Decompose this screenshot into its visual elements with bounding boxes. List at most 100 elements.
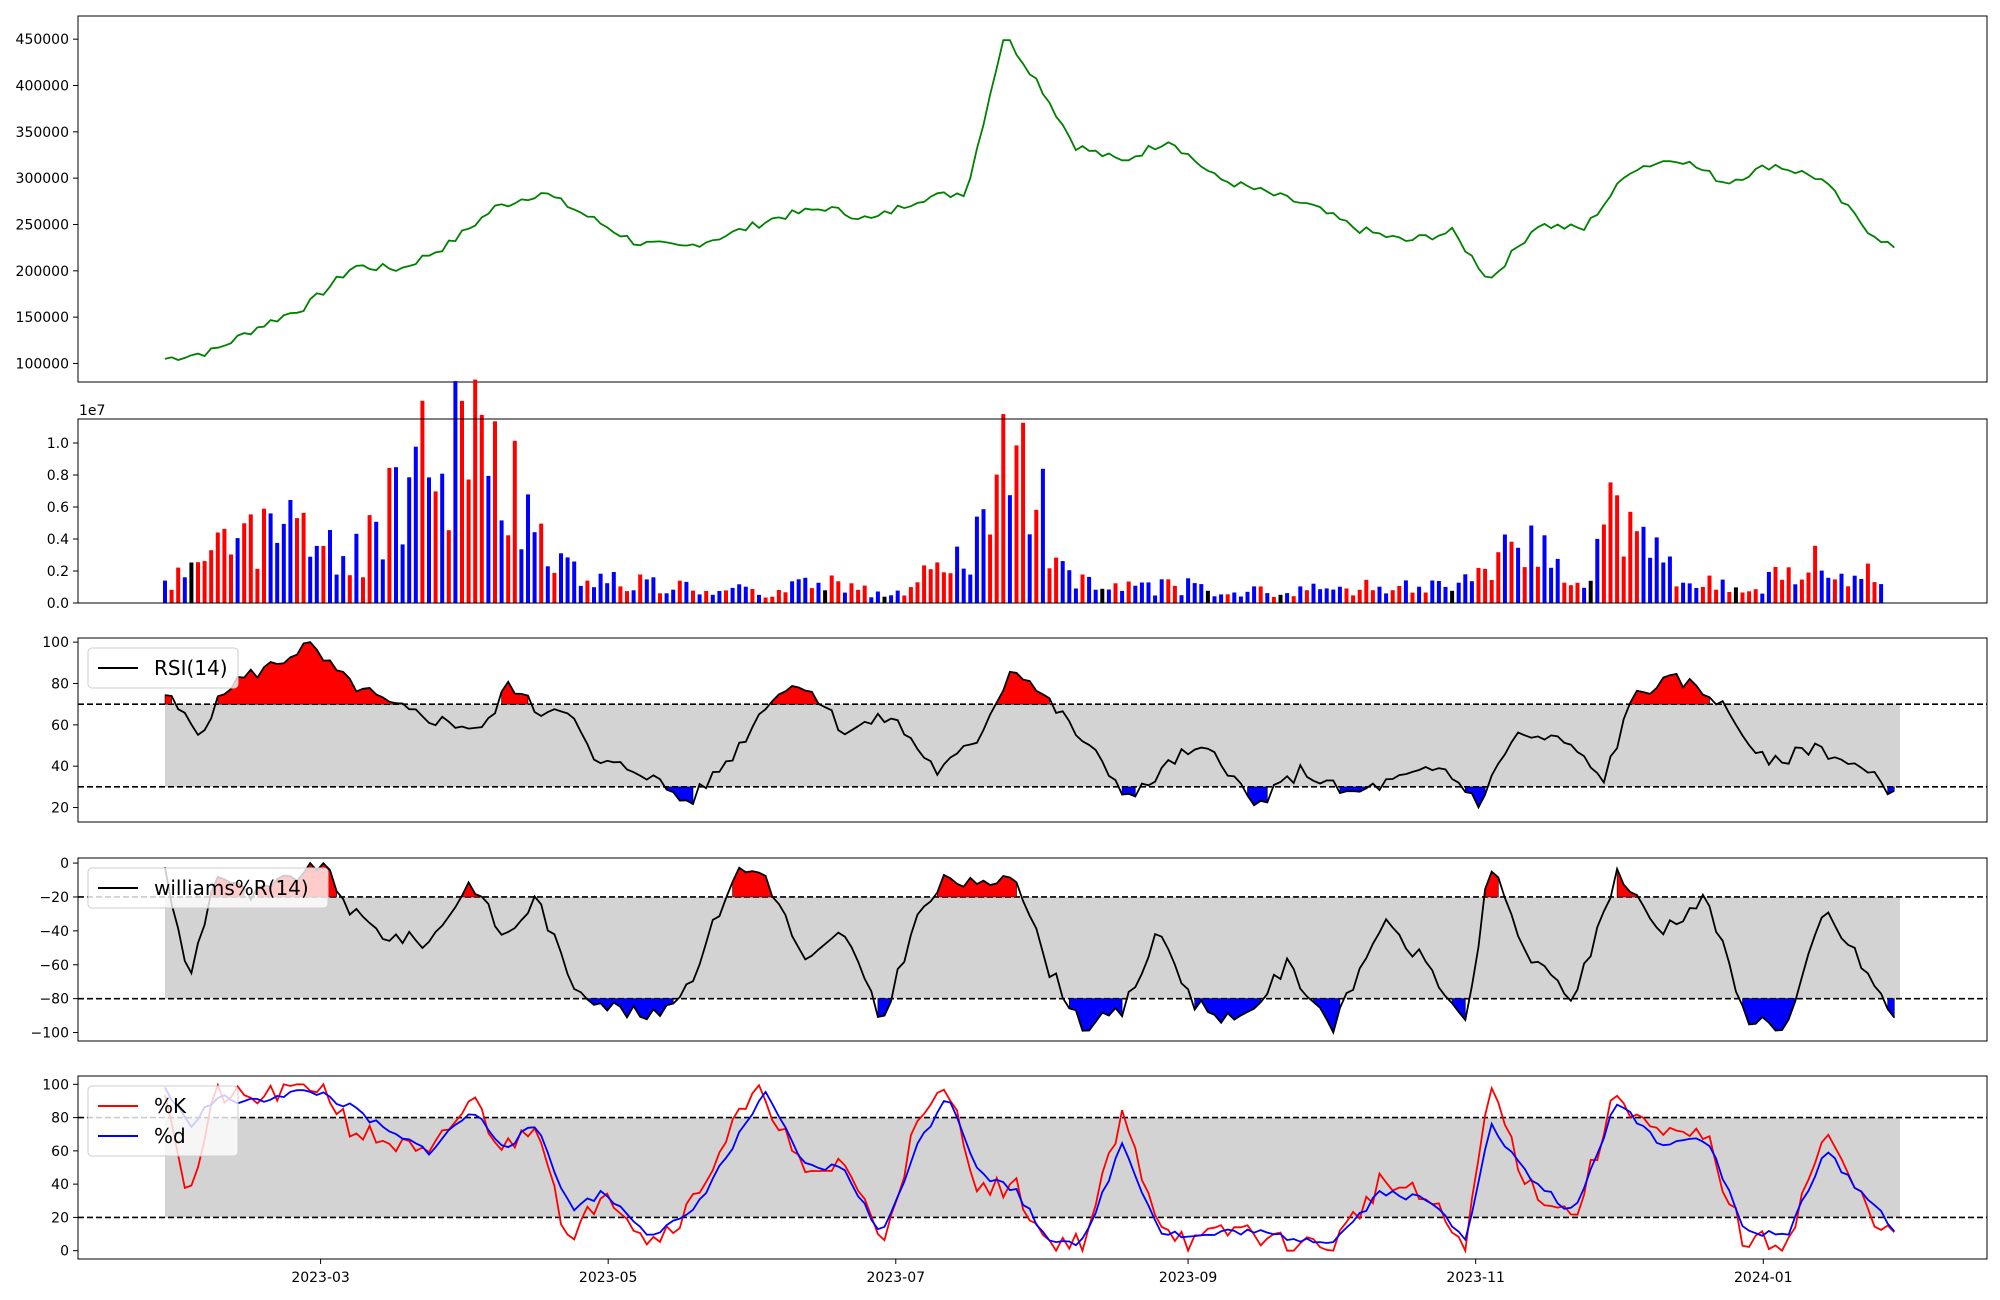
stoch-legend-box — [87, 1085, 239, 1157]
volume-bar — [1740, 592, 1745, 603]
volume-bar — [1786, 567, 1791, 603]
volume-bar — [1839, 573, 1844, 603]
volume-bar — [1106, 589, 1111, 603]
volume-bar — [664, 593, 669, 603]
volume-bar — [743, 586, 748, 603]
volume-bar — [1852, 575, 1857, 603]
volume-bar — [163, 580, 167, 603]
volume-bar — [902, 595, 907, 603]
volume-bar — [1826, 577, 1831, 603]
volume-bar — [552, 572, 557, 603]
stoch-ytick-label: 80 — [51, 1111, 69, 1127]
volume-bar — [1588, 580, 1593, 603]
volume-bar — [1390, 590, 1395, 603]
volume-bar — [1819, 570, 1824, 603]
volume-bar — [1054, 557, 1059, 603]
volume-bar — [776, 590, 781, 603]
volume-bar — [737, 584, 742, 603]
volume-bar — [493, 421, 497, 603]
rsi-ytick-label: 20 — [51, 801, 69, 817]
volume-bar — [935, 562, 940, 603]
volume-bar — [1139, 582, 1144, 603]
volume-axes-frame — [77, 418, 1988, 604]
volume-bar — [347, 575, 352, 603]
volume-bar — [1700, 587, 1705, 603]
volume-bar — [572, 561, 577, 603]
volume-bar — [1087, 576, 1092, 603]
volume-bar — [1641, 526, 1646, 603]
volume-bar — [849, 583, 854, 603]
volume-bar — [875, 591, 880, 603]
volume-bar — [1549, 567, 1554, 603]
volume-bar — [235, 538, 240, 603]
volume-bar — [1535, 566, 1540, 603]
volume-bar — [1628, 511, 1633, 603]
volume-bar — [539, 523, 544, 603]
volume-bar — [380, 559, 385, 603]
volume-bar — [453, 381, 458, 603]
volume-bar — [1859, 579, 1864, 603]
volume-bar — [638, 574, 643, 603]
rsi-ytick-label: 80 — [51, 676, 69, 692]
volume-bar — [275, 542, 280, 603]
price-ytick-label: 250000 — [16, 217, 69, 233]
volume-bar — [1080, 574, 1085, 603]
volume-bar — [1582, 587, 1587, 603]
williams-neutral-band — [165, 896, 1900, 999]
volume-bar — [1027, 534, 1032, 603]
rsi-ytick-label: 100 — [42, 635, 69, 651]
stoch-k-line — [164, 1082, 1895, 1254]
volume-bar — [836, 581, 841, 603]
volume-bar — [1502, 534, 1507, 603]
volume-bar — [1271, 596, 1276, 603]
volume-bar — [268, 513, 273, 603]
volume-bar — [592, 587, 596, 603]
stoch-neutral-band — [165, 1117, 1900, 1218]
volume-bar — [1476, 567, 1481, 603]
williams-legend-label: williams%R(14) — [154, 876, 309, 900]
volume-bar — [1146, 582, 1151, 603]
volume-bar — [1344, 588, 1349, 603]
volume-bar — [1879, 584, 1884, 603]
volume-bar — [1516, 547, 1521, 603]
volume-bar — [1780, 579, 1785, 603]
volume-bar — [1595, 538, 1600, 603]
volume-bar — [611, 572, 616, 603]
volume-bar — [374, 521, 379, 603]
volume-bar — [658, 593, 662, 603]
volume-bar — [598, 573, 603, 603]
volume-bar — [862, 585, 867, 603]
volume-bar — [526, 494, 530, 603]
volume-bar — [281, 523, 286, 603]
volume-bar — [400, 544, 405, 603]
volume-bar — [308, 556, 313, 603]
volume-bar — [1377, 586, 1382, 603]
volume-bar — [354, 533, 359, 603]
volume-bar — [367, 515, 372, 603]
volume-bar — [1714, 589, 1719, 603]
volume-bar — [559, 553, 563, 603]
volume-bar — [176, 567, 181, 603]
volume-bar — [189, 562, 194, 603]
stoch-legend-label: %K — [154, 1094, 187, 1118]
volume-bar — [1872, 582, 1877, 603]
volume-bar — [1337, 586, 1342, 603]
volume-bar — [512, 440, 517, 603]
x-tick-label: 2023-07 — [867, 1270, 926, 1286]
volume-bar — [790, 581, 795, 603]
rsi-legend-label: RSI(14) — [154, 656, 228, 680]
volume-bar — [770, 596, 775, 603]
volume-bar — [717, 591, 722, 603]
volume-bar — [922, 565, 927, 603]
x-tick-label: 2023-09 — [1159, 1270, 1218, 1286]
volume-bar — [618, 586, 623, 603]
volume-bar — [1100, 588, 1105, 603]
volume-bar — [1093, 589, 1098, 603]
volume-bar — [1509, 541, 1514, 603]
volume-bar — [968, 574, 973, 603]
volume-bar — [248, 514, 253, 603]
rsi-axes-frame — [77, 637, 1988, 823]
volume-bar — [783, 592, 788, 603]
volume-bar — [1707, 575, 1712, 603]
williams-axes-frame — [77, 857, 1988, 1042]
